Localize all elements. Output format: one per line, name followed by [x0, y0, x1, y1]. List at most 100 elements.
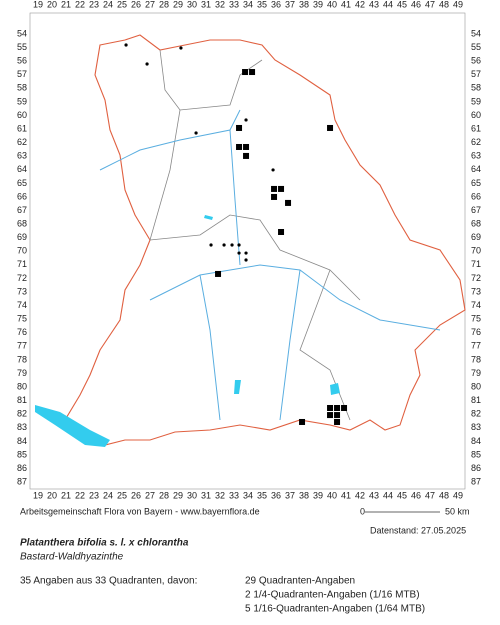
y-label-right: 67: [471, 205, 481, 215]
y-label-right: 80: [471, 381, 481, 391]
y-label-left: 60: [17, 110, 27, 120]
summary-line: 5 1/16-Quadranten-Angaben (1/64 MTB): [245, 604, 425, 615]
x-label-bottom: 19: [33, 490, 43, 500]
y-label-left: 54: [17, 28, 27, 38]
x-label-bottom: 49: [453, 490, 463, 500]
y-label-left: 72: [17, 273, 27, 283]
x-label-bottom: 30: [187, 490, 197, 500]
x-label-bottom: 24: [103, 490, 113, 500]
credit: Arbeitsgemeinschaft Flora von Bayern - w…: [20, 506, 260, 516]
x-label-top: 20: [47, 0, 57, 9]
record-square: [242, 69, 249, 76]
y-label-right: 81: [471, 395, 481, 405]
record-dot: [124, 43, 128, 47]
x-label-top: 37: [285, 0, 295, 9]
y-label-right: 57: [471, 69, 481, 79]
record-square: [327, 412, 334, 419]
y-label-right: 66: [471, 191, 481, 201]
lakes: [204, 215, 340, 395]
y-label-right: 62: [471, 137, 481, 147]
record-dot: [244, 258, 248, 262]
y-label-left: 56: [17, 56, 27, 66]
x-label-top: 24: [103, 0, 113, 9]
x-label-top: 28: [159, 0, 169, 9]
y-label-left: 71: [17, 259, 27, 269]
y-label-left: 80: [17, 381, 27, 391]
x-label-bottom: 47: [425, 490, 435, 500]
x-label-bottom: 27: [145, 490, 155, 500]
record-square: [243, 152, 250, 159]
x-label-bottom: 23: [89, 490, 99, 500]
y-label-left: 65: [17, 178, 27, 188]
y-label-left: 82: [17, 409, 27, 419]
record-square: [243, 143, 250, 150]
x-label-bottom: 31: [201, 490, 211, 500]
summary: 35 Angaben aus 33 Quadranten, davon:: [20, 576, 197, 587]
x-label-top: 35: [257, 0, 267, 9]
y-label-right: 86: [471, 463, 481, 473]
y-label-right: 83: [471, 422, 481, 432]
y-label-left: 69: [17, 232, 27, 242]
scale-end: 50 km: [445, 506, 470, 516]
x-label-bottom: 46: [411, 490, 421, 500]
x-label-top: 49: [453, 0, 463, 9]
y-label-right: 84: [471, 436, 481, 446]
y-label-right: 87: [471, 477, 481, 487]
y-label-right: 63: [471, 151, 481, 161]
x-label-top: 32: [215, 0, 225, 9]
y-label-right: 68: [471, 218, 481, 228]
x-label-bottom: 29: [173, 490, 183, 500]
record-square: [271, 193, 278, 200]
y-label-left: 57: [17, 69, 27, 79]
x-label-top: 36: [271, 0, 281, 9]
x-label-bottom: 21: [61, 490, 71, 500]
record-square: [278, 185, 285, 192]
x-label-top: 27: [145, 0, 155, 9]
x-label-bottom: 38: [299, 490, 309, 500]
y-label-right: 71: [471, 259, 481, 269]
x-label-top: 29: [173, 0, 183, 9]
y-label-right: 60: [471, 110, 481, 120]
record-dot: [209, 243, 213, 247]
x-label-bottom: 33: [229, 490, 239, 500]
y-label-right: 70: [471, 246, 481, 256]
x-label-bottom: 35: [257, 490, 267, 500]
x-label-bottom: 36: [271, 490, 281, 500]
record-square: [334, 412, 341, 419]
y-label-right: 72: [471, 273, 481, 283]
x-label-bottom: 37: [285, 490, 295, 500]
x-label-top: 19: [33, 0, 43, 9]
y-label-right: 69: [471, 232, 481, 242]
y-label-right: 56: [471, 56, 481, 66]
x-label-top: 26: [131, 0, 141, 9]
y-label-left: 64: [17, 164, 27, 174]
record-dot: [271, 168, 275, 172]
x-label-top: 48: [439, 0, 449, 9]
y-label-right: 73: [471, 286, 481, 296]
y-label-left: 79: [17, 368, 27, 378]
x-label-bottom: 25: [117, 490, 127, 500]
y-label-left: 84: [17, 436, 27, 446]
x-label-bottom: 28: [159, 490, 169, 500]
x-label-top: 23: [89, 0, 99, 9]
x-label-top: 39: [313, 0, 323, 9]
y-label-right: 75: [471, 314, 481, 324]
y-label-right: 85: [471, 449, 481, 459]
record-dot: [244, 118, 248, 122]
x-label-top: 42: [355, 0, 365, 9]
y-label-right: 79: [471, 368, 481, 378]
date: Datenstand: 27.05.2025: [370, 525, 466, 535]
x-label-bottom: 48: [439, 490, 449, 500]
x-label-bottom: 32: [215, 490, 225, 500]
record-dot: [222, 243, 226, 247]
y-label-left: 59: [17, 96, 27, 106]
x-label-top: 25: [117, 0, 127, 9]
record-square: [271, 185, 278, 192]
y-label-left: 78: [17, 354, 27, 364]
x-label-top: 30: [187, 0, 197, 9]
district-borders: [149, 49, 361, 421]
scale-start: 0: [360, 506, 365, 516]
y-label-right: 58: [471, 83, 481, 93]
x-label-bottom: 44: [383, 490, 393, 500]
